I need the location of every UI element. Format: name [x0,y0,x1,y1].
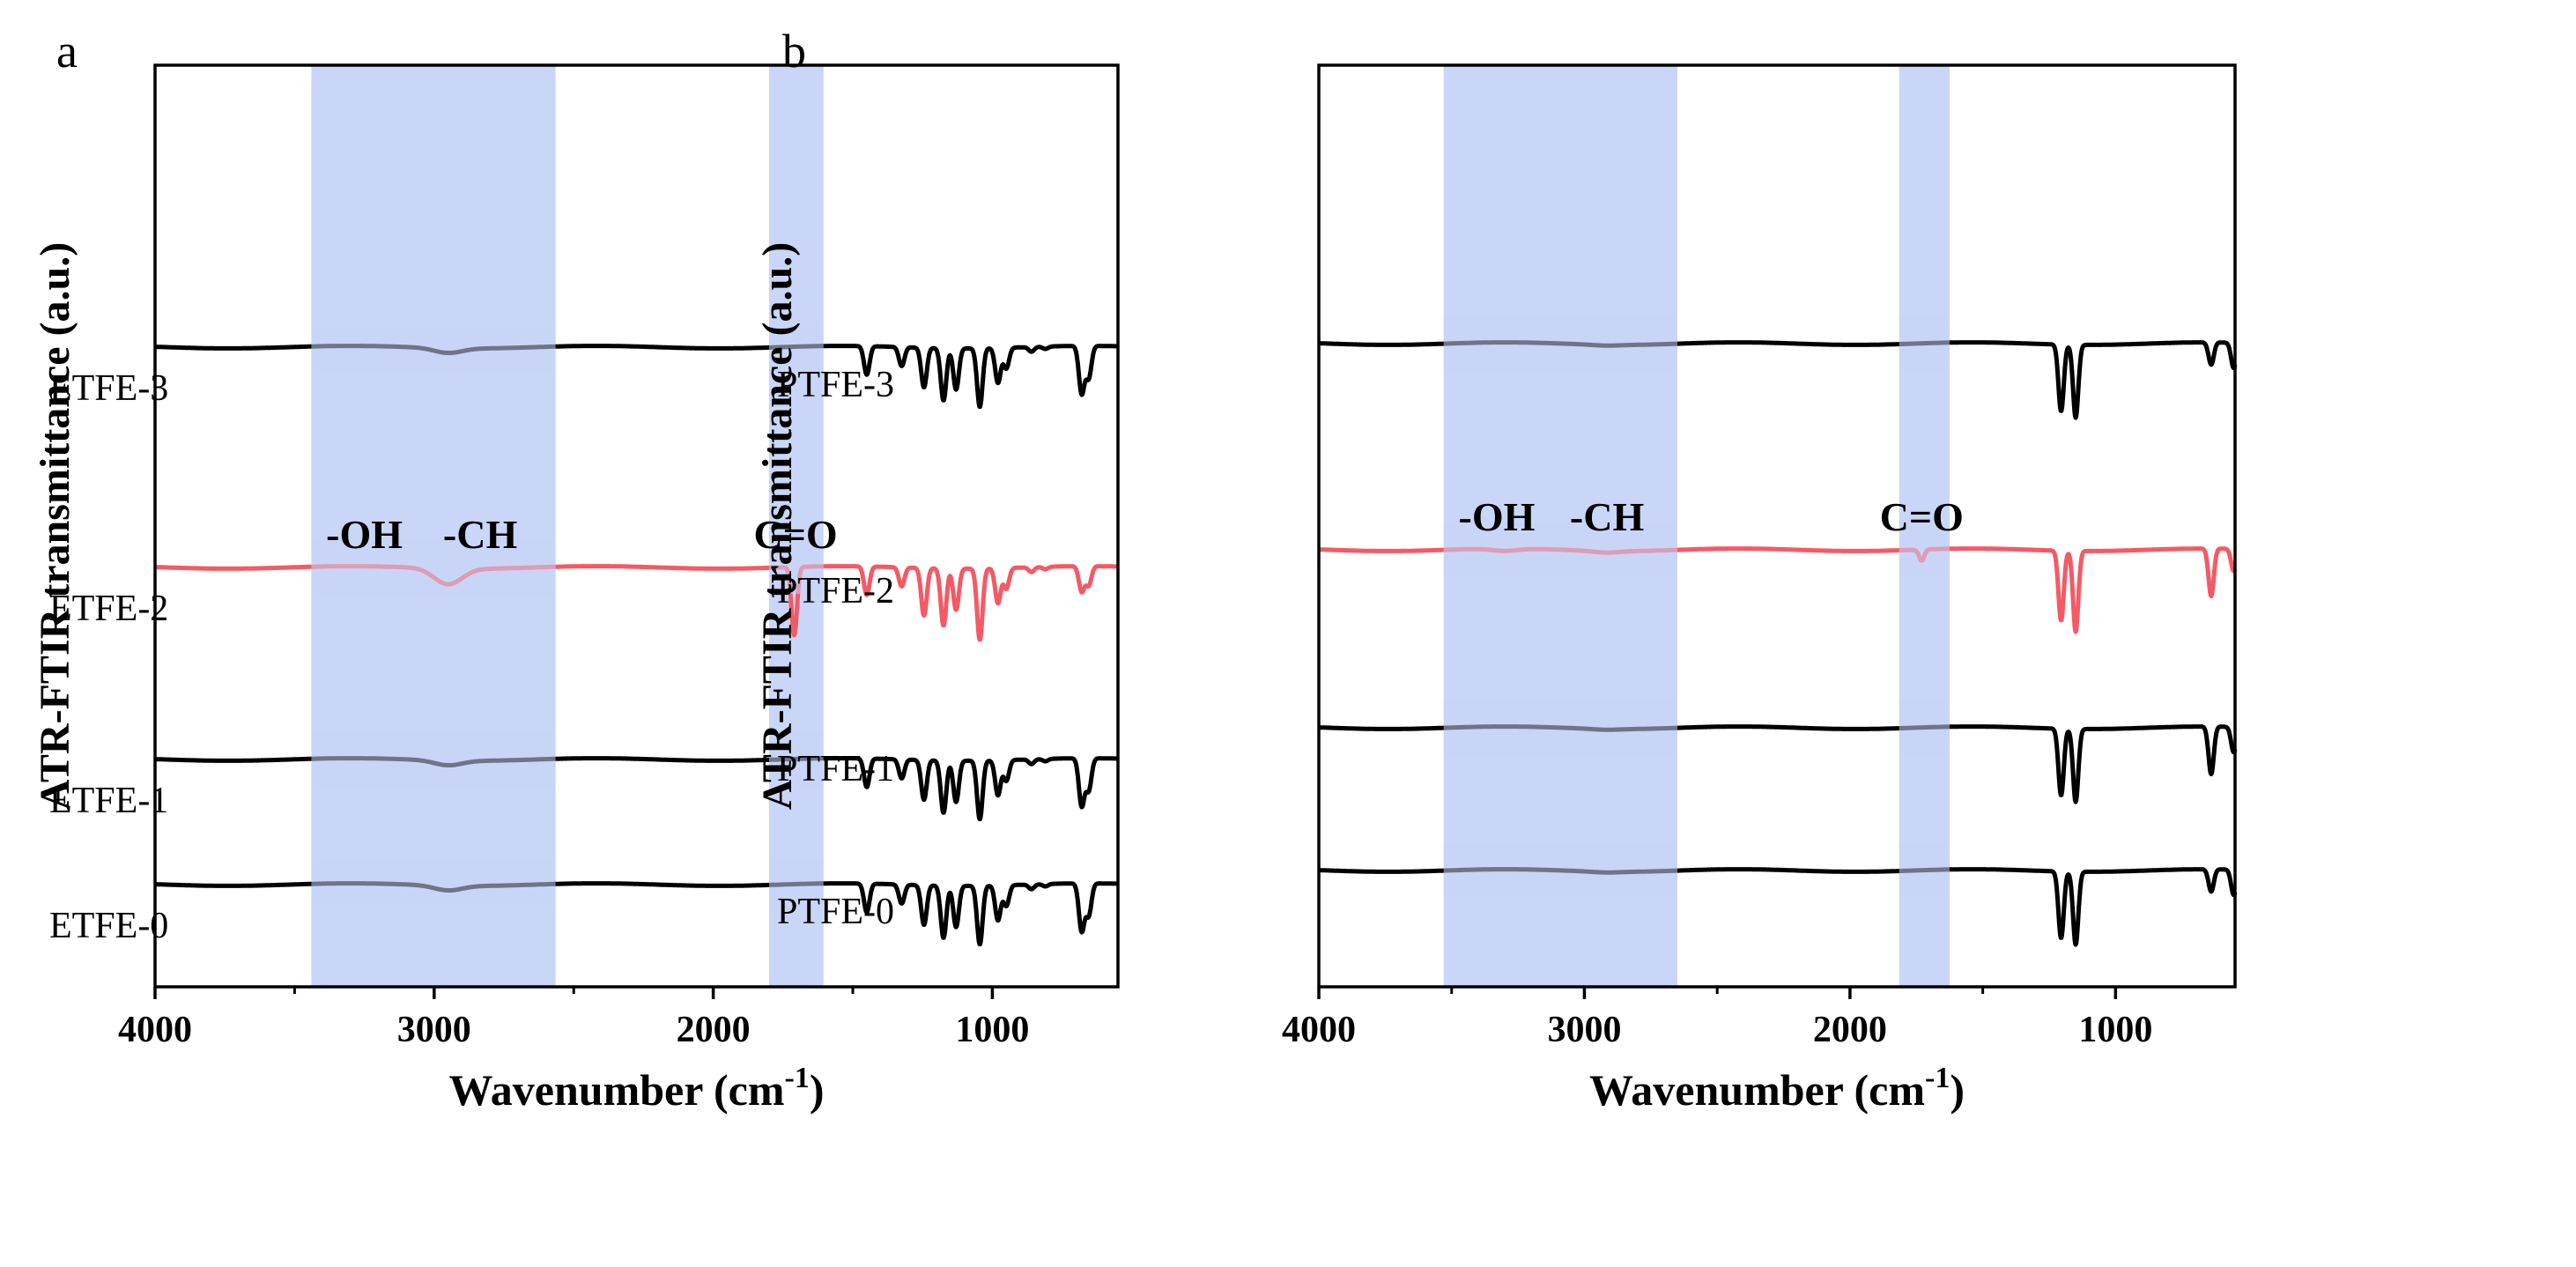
highlight-band-1 [768,65,824,987]
annotation-2: C=O [1880,494,1964,539]
x-axis-label: Wavenumber (cm-1) [449,1062,825,1115]
x-tick-label: 2000 [677,1010,751,1050]
x-axis-label: Wavenumber (cm-1) [1589,1062,1965,1115]
annotation-1: -CH [443,512,518,557]
plot-frame [1317,63,2237,989]
y-axis-label: ATR-FTIR transmittance (a.u.) [754,242,801,810]
annotation-2: C=O [753,512,837,557]
series-label-etfe-0: ETFE-0 [49,906,168,946]
series-label-ptfe-3: PTFE-3 [777,365,894,405]
x-tick-label: 3000 [397,1010,471,1050]
x-tick-label: 1000 [955,1010,1029,1050]
series-label-ptfe-2: PTFE-2 [777,571,894,611]
series-label-etfe-2: ETFE-2 [49,589,168,629]
x-tick-label: 1000 [2078,1010,2152,1050]
annotation-1: -CH [1570,494,1645,539]
panel-letter: b [782,25,806,78]
x-tick-label: 4000 [1282,1010,1356,1050]
series-label-ptfe-1: PTFE-1 [777,749,894,789]
series-label-etfe-1: ETFE-1 [49,781,168,821]
highlight-band-0 [311,65,556,987]
annotation-0: -OH [1459,494,1536,539]
plot-frame [153,63,1120,989]
x-tick-label: 3000 [1547,1010,1621,1050]
series-label-ptfe-0: PTFE-0 [777,892,894,932]
panel-letter: a [56,25,78,78]
x-tick-label: 2000 [1813,1010,1887,1050]
y-axis-label: ATR-FTIR transmittance (a.u.) [32,242,78,810]
x-tick-label: 4000 [118,1010,192,1050]
series-label-etfe-3: ETFE-3 [49,368,168,409]
annotation-0: -OH [326,512,403,557]
